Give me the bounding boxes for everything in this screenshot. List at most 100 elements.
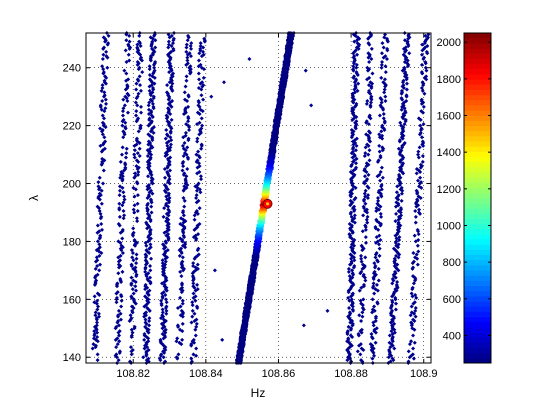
data-point (358, 352, 363, 357)
data-point (171, 41, 176, 46)
data-point (379, 182, 384, 187)
data-point (352, 216, 357, 221)
data-point (105, 65, 110, 70)
data-point (411, 265, 416, 270)
data-point (383, 70, 388, 75)
data-point (189, 356, 194, 361)
data-point (115, 342, 120, 347)
data-point (123, 48, 128, 53)
data-point (383, 64, 388, 69)
data-point (421, 122, 426, 127)
data-point (374, 217, 379, 222)
data-point (369, 332, 374, 337)
data-point (153, 45, 158, 50)
data-point (424, 74, 429, 79)
data-point (164, 311, 169, 316)
data-point (169, 138, 174, 143)
data-point (186, 93, 191, 98)
data-point (114, 324, 119, 329)
data-point (350, 307, 355, 312)
data-point (368, 103, 373, 108)
data-point (129, 327, 134, 332)
colorbar-bin (464, 172, 491, 178)
data-point (199, 142, 204, 147)
colorbar-bin (464, 69, 491, 75)
data-point (177, 340, 182, 345)
data-point (162, 282, 167, 287)
colorbar-bin (464, 275, 491, 281)
data-point (369, 334, 374, 339)
data-point (366, 152, 371, 157)
data-point (372, 261, 377, 266)
data-point (97, 191, 102, 196)
data-point (359, 301, 364, 306)
data-point (150, 90, 155, 95)
colorbar-bin (464, 79, 491, 85)
data-point (143, 258, 148, 263)
colorbar-bin (464, 187, 491, 194)
data-point (133, 100, 138, 105)
colorbar-bin (464, 43, 491, 49)
data-point (182, 184, 187, 189)
data-point (120, 269, 125, 274)
data-point (415, 197, 420, 202)
data-point (116, 222, 121, 227)
colorbar-tick-label: 1600 (437, 111, 461, 123)
data-point (373, 255, 378, 260)
data-point (404, 93, 409, 98)
data-point (369, 57, 374, 62)
data-point (137, 65, 142, 70)
data-point (398, 206, 403, 211)
data-point (418, 123, 423, 128)
data-point (134, 288, 139, 293)
data-point (182, 171, 187, 176)
data-point (117, 333, 122, 338)
data-point (190, 303, 195, 308)
data-point (100, 113, 105, 118)
data-point (120, 123, 125, 128)
data-point (212, 268, 217, 273)
data-point (393, 295, 398, 300)
data-point (394, 190, 399, 195)
data-point (414, 188, 419, 193)
data-point (124, 96, 129, 101)
data-point (134, 180, 139, 185)
data-point (411, 251, 416, 255)
data-point (97, 268, 102, 273)
data-point (418, 175, 423, 180)
data-point (375, 258, 380, 263)
data-point (365, 177, 370, 182)
data-point (132, 210, 137, 215)
data-point (362, 154, 367, 159)
data-point (180, 301, 185, 306)
data-point (118, 175, 123, 180)
data-point (181, 233, 186, 238)
data-point (163, 175, 168, 180)
data-point (378, 178, 383, 183)
data-point (194, 196, 199, 200)
data-point (143, 324, 148, 329)
data-point (136, 129, 141, 134)
data-point (183, 177, 188, 182)
data-point (414, 252, 419, 257)
data-point (411, 346, 416, 351)
data-point (381, 80, 386, 85)
colorbar-bin (464, 53, 491, 60)
data-point (402, 141, 407, 145)
data-point (419, 180, 424, 185)
data-point (104, 101, 109, 106)
data-point (165, 143, 170, 148)
data-point (363, 278, 368, 283)
data-point (117, 184, 122, 189)
data-points (90, 31, 431, 365)
data-point (359, 346, 364, 351)
y-tick-label: 220 (63, 121, 81, 133)
data-point (164, 297, 168, 302)
data-point (372, 269, 377, 274)
data-point (413, 308, 418, 313)
data-point (179, 308, 184, 313)
colorbar-bin (464, 337, 491, 343)
data-point (115, 281, 120, 286)
data-point (135, 77, 140, 82)
data-point (349, 162, 354, 167)
